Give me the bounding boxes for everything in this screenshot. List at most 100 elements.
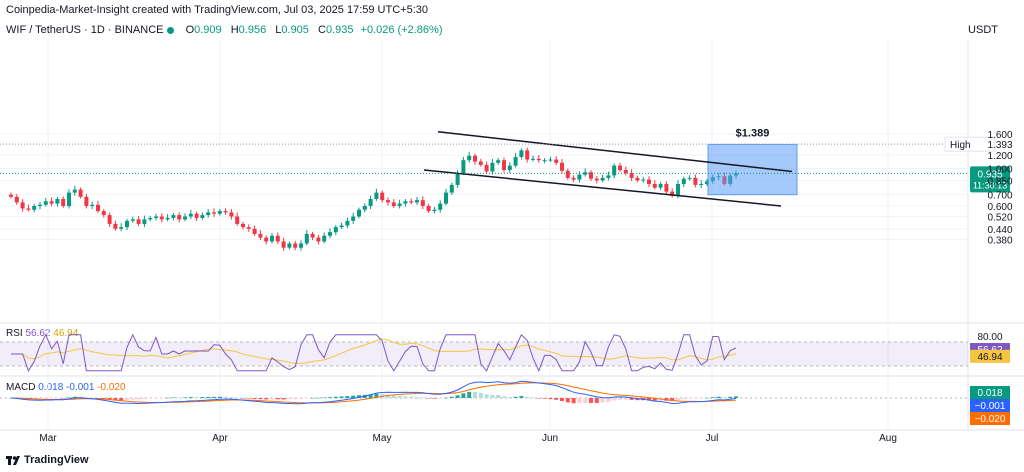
macd-histogram-bar [606,398,611,402]
macd-histogram-bar [444,397,448,399]
channel-lower-trendline [423,169,782,207]
macd-histogram-bar [142,398,147,400]
candle-body [629,173,634,178]
rsi-ma-legend-value: 46.94 [53,328,79,339]
candle-body [38,204,42,206]
candle-body [449,184,454,193]
macd-histogram-bar [212,396,216,398]
macd-histogram-bar [136,398,141,400]
candle-body [270,235,274,242]
tradingview-logo-icon [6,455,20,465]
candle-body [328,232,332,236]
candle-body [339,225,344,228]
macd-hist-legend-value: -0.001 [66,382,95,393]
candle-body [571,177,576,180]
open-label: O [185,24,195,36]
candle-body [223,211,228,213]
chart-attribution: Coinpedia-Market-Insight created with Tr… [6,4,429,16]
candle-body [565,170,570,178]
currency-label[interactable]: USDT [968,24,998,36]
macd-histogram-bar [734,396,738,398]
candle-body [171,215,176,218]
candle-body [635,177,640,181]
candle-body [554,159,559,163]
target-projection-box [707,143,798,196]
macd-histogram-bar [351,395,356,398]
macd-histogram-bar [183,397,187,398]
channel-upper-trendline [437,130,793,173]
macd-histogram-bar [560,398,564,402]
candle-body [397,203,402,206]
macd-histogram-bar [473,391,477,398]
high-value: 0.956 [238,24,267,36]
candle-body [229,212,234,217]
macd-legend-value: 0.018 [38,382,64,393]
candle-body [281,241,286,248]
candle-body [275,235,280,242]
candle-body [217,211,222,214]
high-label: H [230,24,239,36]
macd-histogram-bar [148,398,153,399]
candle-body [647,179,651,184]
candle-body [513,156,518,166]
macd-histogram-bar [571,398,576,404]
candle-body [380,192,385,201]
macd-histogram-bar [623,398,628,400]
candle-body [351,216,356,221]
price-tick-label: 0.700 [987,191,1012,202]
candle-body [55,198,60,204]
macd-signal-value-label: −0.020 [975,414,1006,425]
candle-body [20,202,25,209]
candle-body [142,219,147,224]
macd-histogram-bar [496,395,501,398]
macd-histogram-bar [194,397,199,398]
candle-body [304,233,309,244]
macd-histogram-bar [612,398,617,401]
rsi-ma-value-tag [970,349,1010,363]
candle-body [107,215,112,224]
macd-histogram-bar [594,398,599,403]
macd-histogram-bar [200,397,205,398]
macd-histogram-bar [647,398,651,401]
macd-histogram-bar [125,398,129,401]
symbol-name[interactable]: WIF / TetherUS · 1D · BINANCE [6,24,164,36]
tradingview-logo[interactable]: TradingView [6,454,89,466]
macd-signal-legend-value: -0.020 [97,382,126,393]
high-label-box [944,136,996,152]
macd-histogram-bar [507,397,512,398]
macd-histogram-bar [525,396,530,398]
candle-body [693,177,698,185]
open-value: 0.909 [194,24,222,36]
candle-body [531,158,535,160]
candle-body [119,227,124,229]
candle-body [589,172,593,179]
time-axis-label: May [373,433,392,444]
macd-histogram-bar [345,396,350,398]
macd-histogram-bar [438,398,443,399]
macd-histogram-bar [328,397,332,398]
candle-body [246,227,251,229]
candle-body [61,198,66,206]
macd-hist-value-tag [970,399,1010,412]
macd-histogram-bar [206,396,211,398]
macd-histogram-bar [478,392,483,398]
macd-histogram-bar [119,398,124,401]
macd-histogram-bar [72,396,77,398]
macd-histogram-bar [681,398,686,400]
candle-body [49,201,54,204]
candle-body [26,208,31,210]
candle-body [345,220,350,226]
macd-histogram-bar [513,396,518,398]
macd-histogram-bar [676,398,680,401]
macd-histogram-bar [699,398,704,399]
candle-body [252,228,257,234]
candle-body [560,162,564,171]
candle-body [113,223,118,229]
macd-histogram-bar [519,396,524,398]
candle-body [525,150,530,160]
rsi-legend: RSI 56.62 46.94 [6,328,78,339]
time-axis-label: Jul [706,433,719,444]
macd-value-label: 0.018 [977,388,1002,399]
macd-histogram-bar [629,398,634,400]
